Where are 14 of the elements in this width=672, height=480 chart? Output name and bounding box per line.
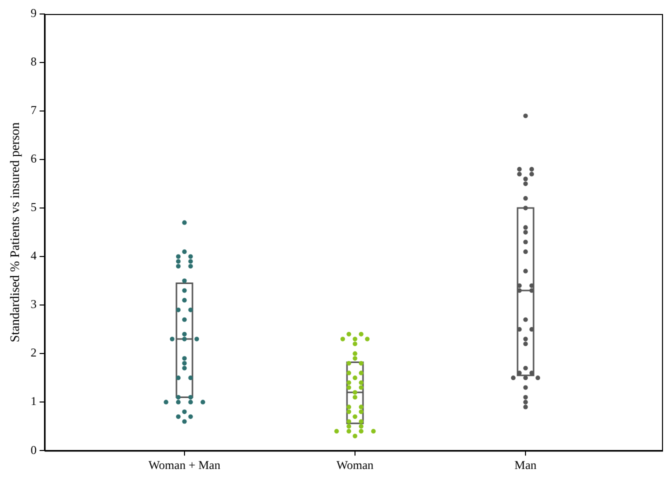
y-tick-label: 5 xyxy=(30,200,37,214)
y-tick-label: 8 xyxy=(30,54,37,69)
y-tick-label: 4 xyxy=(30,248,37,263)
y-tick-label: 2 xyxy=(30,346,37,360)
x-tick-label: Woman xyxy=(336,458,374,472)
y-tick-label: 3 xyxy=(30,297,37,312)
y-tick-label: 0 xyxy=(30,442,37,457)
y-axis-title: Standardised % Patients vs insured person xyxy=(7,122,22,342)
y-tick-label: 1 xyxy=(30,394,37,408)
y-tick-label: 7 xyxy=(30,103,37,118)
x-tick-label: Man xyxy=(514,458,537,472)
x-tick-label: Woman + Man xyxy=(148,458,220,472)
y-tick-label: 9 xyxy=(30,6,37,20)
y-tick-label: 6 xyxy=(30,152,37,166)
